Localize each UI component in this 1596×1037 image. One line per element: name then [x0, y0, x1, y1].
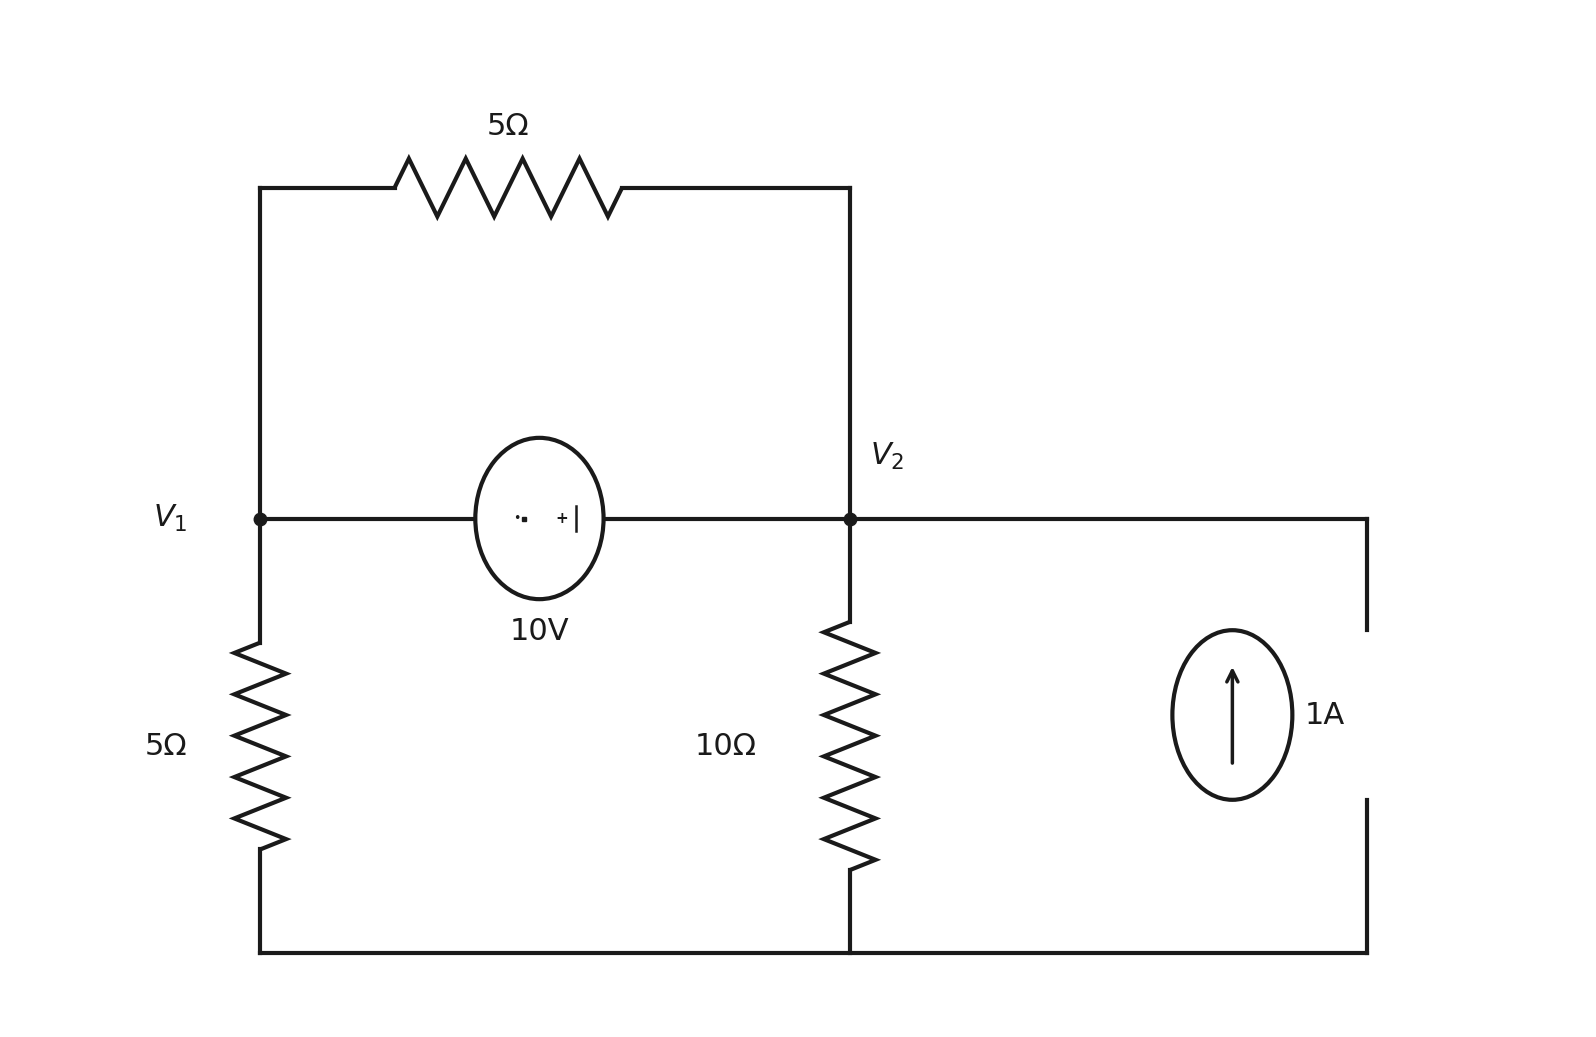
Text: $V_1$: $V_1$	[153, 503, 188, 534]
Ellipse shape	[1173, 630, 1293, 800]
Text: 1A: 1A	[1306, 701, 1345, 729]
Text: $V_2$: $V_2$	[870, 441, 905, 472]
Text: •: •	[512, 512, 520, 525]
Text: 5Ω: 5Ω	[145, 731, 188, 760]
Text: 10V: 10V	[509, 617, 570, 646]
Ellipse shape	[476, 438, 603, 599]
Text: 10Ω: 10Ω	[694, 731, 757, 760]
Text: +: +	[555, 511, 568, 526]
Text: 5Ω: 5Ω	[487, 112, 530, 141]
